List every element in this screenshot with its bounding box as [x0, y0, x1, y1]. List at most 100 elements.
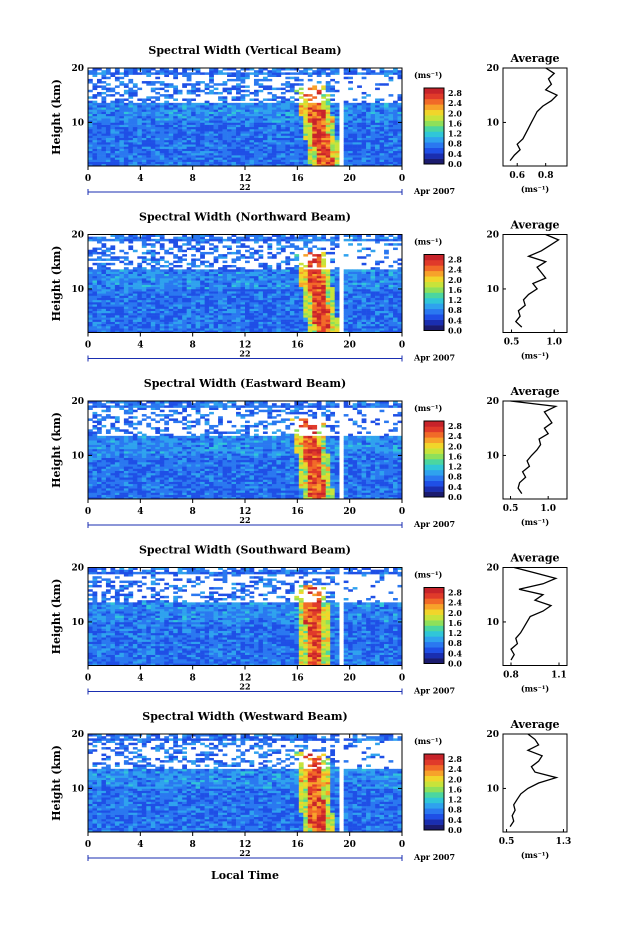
- heatmap-cell: [150, 282, 156, 285]
- heatmap-cell: [289, 236, 295, 240]
- heatmap-cell: [321, 115, 327, 119]
- heatmap-cell: [375, 286, 380, 290]
- heatmap-cell: [271, 280, 277, 283]
- heatmap-cell: [209, 157, 214, 160]
- heatmap-cell: [155, 109, 161, 112]
- heatmap-cell: [357, 120, 362, 123]
- heatmap-cell: [168, 308, 174, 312]
- heatmap-cell: [267, 280, 273, 283]
- heatmap-cell: [267, 256, 273, 259]
- heatmap-cell: [298, 286, 304, 290]
- heatmap-cell: [186, 315, 192, 318]
- heatmap-cell: [209, 262, 214, 266]
- heatmap-cell: [303, 234, 309, 237]
- heatmap-cell: [397, 131, 403, 134]
- heatmap-cell: [200, 260, 205, 264]
- heatmap-cell: [164, 70, 170, 73]
- heatmap-cell: [240, 293, 246, 296]
- heatmap-cell: [191, 161, 196, 165]
- heatmap-cell: [366, 68, 371, 71]
- heatmap-cell: [240, 107, 246, 110]
- heatmap-cell: [200, 105, 205, 108]
- heatmap-cell: [168, 144, 174, 147]
- heatmap-cell: [303, 304, 309, 307]
- heatmap-cell: [195, 111, 201, 115]
- heatmap-cell: [227, 321, 232, 325]
- heatmap-cell: [236, 278, 241, 281]
- heatmap-cell: [334, 107, 340, 110]
- heatmap-cell: [375, 102, 380, 106]
- heatmap-cell: [209, 247, 214, 251]
- heatmap-cell: [159, 271, 165, 274]
- heatmap-cell: [245, 161, 250, 165]
- heatmap-cell: [132, 291, 138, 294]
- heatmap-cell: [325, 308, 331, 312]
- heatmap-cell: [92, 328, 98, 331]
- heatmap-cell: [137, 293, 143, 296]
- heatmap-cell: [137, 161, 143, 165]
- heatmap-cell: [231, 330, 237, 333]
- heatmap-cell: [150, 137, 156, 141]
- heatmap-cell: [123, 131, 129, 134]
- heatmap-cell: [366, 94, 371, 97]
- heatmap-cell: [231, 152, 237, 156]
- heatmap-cell: [334, 122, 340, 125]
- heatmap-cell: [218, 302, 223, 305]
- heatmap-cell: [325, 118, 331, 121]
- heatmap-cell: [182, 236, 187, 240]
- heatmap-cell: [105, 159, 111, 162]
- heatmap-cell: [137, 144, 143, 147]
- heatmap-cell: [195, 89, 201, 93]
- heatmap-cell: [249, 251, 255, 255]
- heatmap-cell: [155, 258, 161, 261]
- heatmap-cell: [249, 304, 255, 307]
- heatmap-cell: [312, 328, 318, 331]
- heatmap-cell: [375, 328, 380, 331]
- heatmap-cell: [191, 278, 196, 281]
- heatmap-cell: [209, 323, 214, 327]
- heatmap-cell: [92, 85, 98, 88]
- heatmap-cell: [227, 245, 232, 248]
- heatmap-cell: [312, 120, 318, 123]
- heatmap-cell: [200, 269, 205, 272]
- heatmap-cell: [366, 291, 371, 294]
- heatmap-cell: [370, 249, 376, 253]
- heatmap-cell: [289, 109, 295, 112]
- heatmap-cell: [92, 293, 98, 296]
- heatmap-cell: [236, 76, 241, 80]
- heatmap-cell: [262, 317, 268, 320]
- heatmap-cell: [298, 107, 304, 110]
- heatmap-cell: [182, 135, 187, 138]
- heatmap-cell: [316, 330, 322, 333]
- heatmap-cell: [213, 91, 219, 95]
- heatmap-cell: [357, 302, 362, 305]
- heatmap-cell: [245, 155, 250, 158]
- heatmap-cell: [325, 315, 331, 318]
- heatmap-cell: [123, 317, 129, 320]
- heatmap-cell: [195, 234, 201, 237]
- heatmap-cell: [384, 115, 389, 119]
- heatmap-cell: [245, 102, 250, 106]
- heatmap-cell: [361, 157, 367, 160]
- heatmap-cell: [316, 159, 322, 162]
- heatmap-cell: [249, 122, 255, 125]
- heatmap-cell: [312, 70, 318, 73]
- heatmap-cell: [195, 295, 201, 298]
- heatmap-cell: [150, 135, 156, 138]
- heatmap-cell: [164, 159, 170, 162]
- heatmap-cell: [325, 68, 331, 71]
- heatmap-cell: [307, 241, 313, 244]
- heatmap-cell: [204, 122, 210, 125]
- heatmap-cell: [352, 159, 358, 162]
- heatmap-cell: [218, 304, 223, 307]
- heatmap-cell: [303, 238, 309, 242]
- heatmap-cell: [312, 325, 318, 329]
- heatmap-cell: [173, 68, 179, 71]
- heatmap-cell: [253, 319, 259, 322]
- heatmap-cell: [348, 243, 353, 246]
- heatmap-cell: [88, 120, 93, 123]
- heatmap-cell: [96, 321, 102, 325]
- heatmap-cell: [141, 284, 147, 288]
- heatmap-cell: [271, 325, 277, 329]
- heatmap-cell: [141, 236, 147, 240]
